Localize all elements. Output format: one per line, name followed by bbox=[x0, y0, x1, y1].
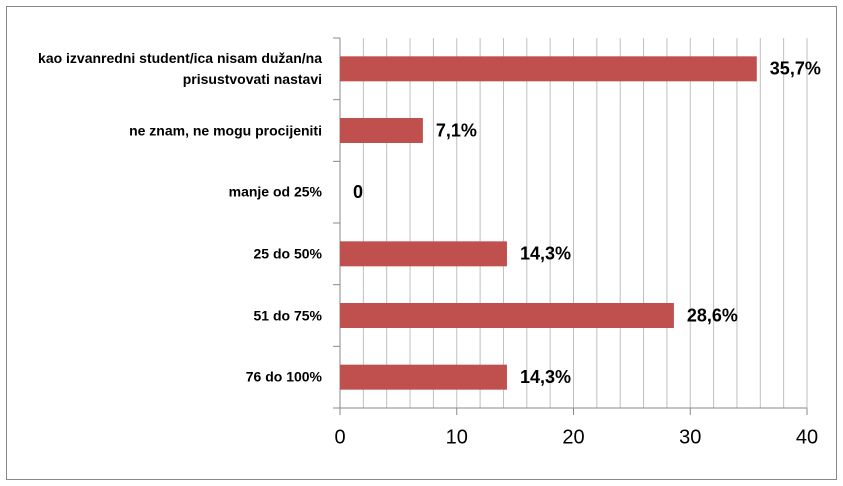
value-label: 28,6% bbox=[687, 305, 738, 325]
y-tick-label: manje od 25% bbox=[228, 183, 322, 200]
y-tick-label: ne znam, ne mogu procijeniti bbox=[129, 122, 322, 138]
chart-border bbox=[6, 6, 837, 480]
bar bbox=[340, 241, 507, 267]
bar bbox=[340, 56, 757, 82]
x-tick-label: 10 bbox=[446, 426, 468, 448]
value-label: 35,7% bbox=[770, 59, 821, 79]
value-label: 0 bbox=[353, 182, 363, 202]
x-tick-label: 40 bbox=[796, 426, 818, 448]
bar bbox=[340, 303, 674, 328]
value-label: 14,3% bbox=[520, 367, 571, 387]
x-tick-label: 0 bbox=[334, 426, 345, 448]
y-tick-label: 51 do 75% bbox=[253, 307, 322, 323]
y-tick-label: 25 do 50% bbox=[253, 245, 322, 262]
y-tick-label: 76 do 100% bbox=[245, 368, 322, 385]
value-label: 14,3% bbox=[520, 244, 571, 264]
value-label: 7,1% bbox=[436, 120, 477, 140]
bar bbox=[340, 118, 423, 143]
y-tick-label: kao izvanredni student/ica nisam dužan/n… bbox=[38, 49, 322, 87]
x-tick-label: 20 bbox=[562, 426, 584, 448]
x-tick-label: 30 bbox=[679, 426, 701, 448]
bar bbox=[340, 364, 507, 390]
